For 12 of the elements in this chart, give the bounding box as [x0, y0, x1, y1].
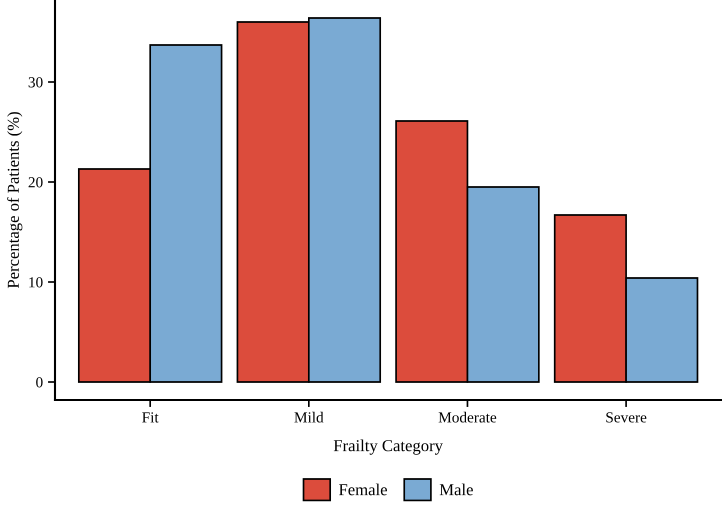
- legend-label: Male: [440, 484, 473, 496]
- y-tick-label: 0: [36, 377, 43, 388]
- x-tick-label: Severe: [606, 412, 646, 423]
- x-tick-label: Moderate: [438, 412, 496, 423]
- x-axis-title: Frailty Category: [334, 440, 443, 455]
- legend-label: Female: [338, 484, 387, 496]
- x-tick-label: Fit: [142, 412, 159, 423]
- y-tick-label: 30: [28, 77, 43, 88]
- y-axis-title: Percentage of Patients (%): [7, 112, 22, 288]
- x-tick-label: Mild: [294, 412, 324, 423]
- y-tick-label: 10: [29, 277, 43, 288]
- y-tick-label: 20: [28, 177, 43, 188]
